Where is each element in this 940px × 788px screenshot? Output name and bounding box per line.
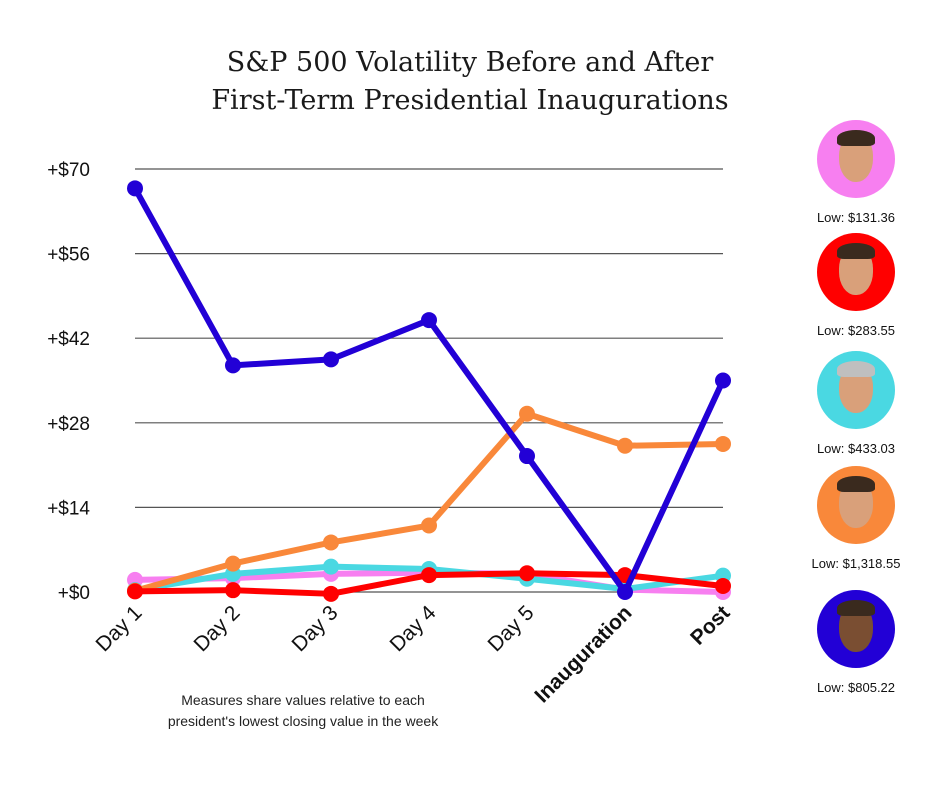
data-point [421,517,437,534]
data-point [715,435,731,452]
bush-portrait [817,233,895,311]
x-tick-label: Day 2 [189,601,244,656]
y-tick-label: +$56 [47,245,90,266]
title-line-1: S&P 500 Volatility Before and After [226,47,714,78]
note-line-1: Measures share values relative to each [181,692,425,708]
data-point [715,577,731,594]
x-tick-label: Day 5 [483,601,538,656]
data-point [323,534,339,551]
x-tick-label: Day 3 [287,601,342,656]
low-value-label: Low: $805.22 [816,680,896,695]
data-point [225,357,241,374]
note-line-2: president's lowest closing value in the … [167,713,439,729]
data-point [617,584,633,600]
y-axis-ticks: +$70 +$56 +$42 +$28 +$14 +$0 [47,160,90,604]
chart-note: Measures share values relative to each p… [138,690,468,732]
x-tick-label: Day 1 [91,601,146,656]
y-tick-label: +$28 [47,414,90,435]
low-value-label: Low: $433.03 [816,441,896,456]
y-tick-label: +$70 [47,160,90,181]
data-point [617,437,633,454]
clinton-portrait [817,351,895,429]
x-tick-label: Day 4 [385,601,440,656]
x-tick-label: Inauguration [530,601,636,707]
data-point [225,582,241,599]
president-entry: Low: $283.55 [806,233,906,338]
data-point [127,583,143,600]
president-entry: Low: $131.36 [806,120,906,225]
president-entry: Low: $1,318.55 [806,466,906,571]
data-point [519,405,535,422]
obama-portrait [817,590,895,668]
bush-jr-portrait [817,466,895,544]
data-point [323,558,339,575]
data-point [519,448,535,465]
chart-title: S&P 500 Volatility Before and After Firs… [150,44,790,120]
low-value-label: Low: $131.36 [816,210,896,225]
data-point [519,565,535,582]
low-value-label: Low: $283.55 [816,323,896,338]
data-point [323,351,339,368]
x-tick-label: Post [686,601,734,649]
data-point [715,372,731,389]
low-value-label: Low: $1,318.55 [811,556,901,571]
data-point [225,555,241,572]
data-point [127,180,143,197]
y-tick-label: +$14 [47,498,90,519]
president-entry: Low: $805.22 [806,590,906,695]
data-point [323,585,339,602]
y-tick-label: +$42 [47,329,90,350]
president-entry: Low: $433.03 [806,351,906,456]
data-point [421,567,437,584]
title-line-2: First-Term Presidential Inaugurations [211,85,729,116]
data-point [421,312,437,329]
series-layer [127,180,731,602]
reagan-portrait [817,120,895,198]
y-tick-label: +$0 [58,583,90,604]
